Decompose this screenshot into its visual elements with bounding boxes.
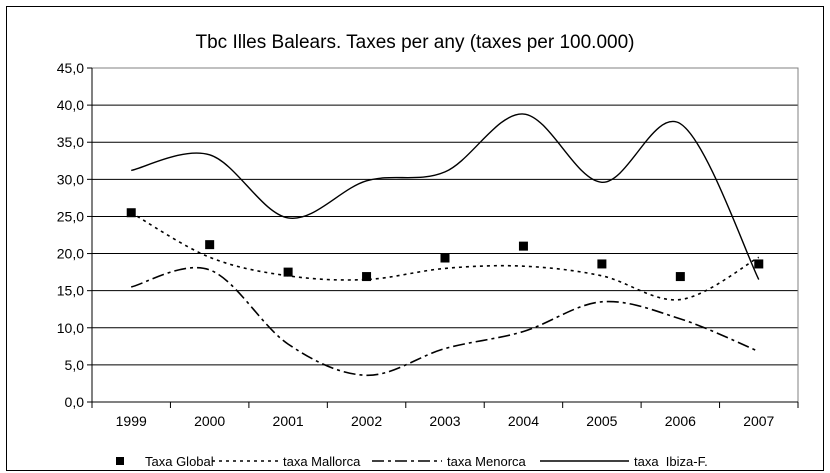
y-tick-label: 10,0 [57,320,84,336]
series-taxa-mallorca [130,212,760,301]
data-point [754,259,764,269]
legend-item: taxa Menorca [372,454,527,469]
data-point [675,272,685,282]
data-point [362,272,372,282]
legend-label: taxa Ibiza-F. [634,454,708,469]
x-tick-label: 2002 [351,413,382,429]
series-line [131,113,760,280]
y-tick-label: 20,0 [57,246,84,262]
series-line [130,212,760,301]
data-point [205,240,215,250]
gridlines [92,67,798,403]
y-tick-label: 5,0 [65,357,85,373]
data-point [440,253,450,263]
y-tick-label: 35,0 [57,134,84,150]
y-tick-label: 25,0 [57,208,84,224]
x-tick-label: 2006 [665,413,696,429]
data-point [597,259,607,269]
legend-label: Taxa Global [145,454,214,469]
chart-title: Tbc Illes Balears. Taxes per any (taxes … [196,32,635,53]
series-line [131,266,760,377]
legend: Taxa Global taxa Mallorca taxa Menorca taxa… [116,454,708,469]
x-tick-label: 2000 [194,413,225,429]
legend-item: Taxa Global [116,454,214,469]
x-tick-label: 2005 [586,413,617,429]
legend-item: taxa Mallorca [212,454,361,469]
axes: 0,0 5,0 10,0 15,0 20,0 25,0 30,0 35,0 40,0 45,0 19… [57,60,799,429]
series-taxa-global [126,208,764,282]
series-taxa-menorca [131,266,760,377]
x-tick-label: 1999 [116,413,147,429]
legend-label: taxa Mallorca [283,454,361,469]
chart-frame [6,6,824,471]
x-tick-label: 2003 [429,413,460,429]
y-tick-label: 0,0 [65,394,85,410]
legend-item: taxa Ibiza-F. [540,454,708,469]
series-taxa-ibiza-f [131,113,760,280]
y-tick-label: 40,0 [57,97,84,113]
plot-area [91,67,799,403]
y-tick-label: 15,0 [57,283,84,299]
y-tick-label: 30,0 [57,171,84,187]
y-tick-label: 45,0 [57,60,84,76]
x-tick-label: 2004 [508,413,539,429]
legend-label: taxa Menorca [447,454,527,469]
data-point [283,267,293,277]
series-layer [126,113,764,377]
legend-marker [116,457,124,465]
data-point [518,241,528,251]
x-tick-label: 2007 [743,413,774,429]
x-tick-label: 2001 [273,413,304,429]
